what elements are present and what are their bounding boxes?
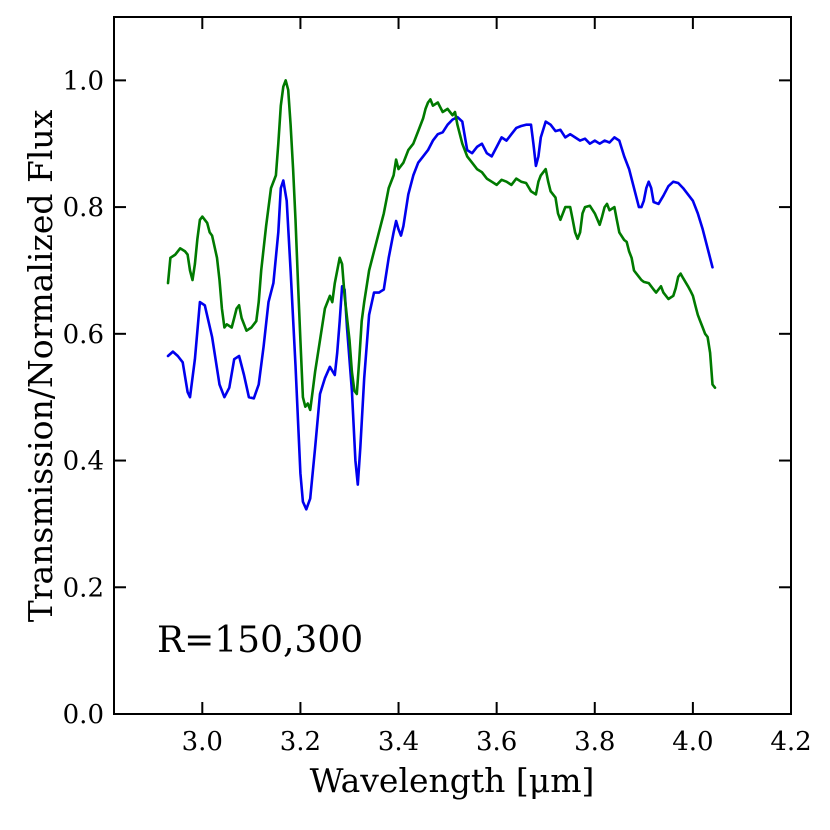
y-tick-label: 0.0 [63, 700, 104, 730]
x-tick-label: 3.6 [476, 727, 517, 757]
x-tick-label: 3.4 [378, 727, 419, 757]
x-tick-label: 3.0 [182, 727, 223, 757]
x-tick-label: 3.2 [280, 727, 321, 757]
x-tick-label: 4.2 [770, 727, 811, 757]
x-tick-label: 4.0 [672, 727, 713, 757]
y-tick-label: 0.6 [63, 320, 104, 350]
y-axis-title: Transmission/Normalized Flux [21, 109, 60, 622]
series-layer [166, 79, 717, 511]
series-line-green [166, 79, 717, 412]
plot-frame [113, 16, 792, 715]
y-tick-label: 0.8 [63, 193, 104, 223]
y-tick-label: 0.2 [63, 573, 104, 603]
x-axis-title: Wavelength [μm] [310, 761, 595, 800]
series-line-blue [166, 115, 714, 511]
tick-labels-layer: 3.0 3.2 3.4 3.6 3.8 4.0 4.2 0.0 0.2 0.4 0.6 0.8 1.0 [63, 66, 812, 757]
y-tick-label: 0.4 [63, 447, 104, 477]
x-tick-label: 3.8 [574, 727, 615, 757]
y-tick-label: 1.0 [63, 66, 104, 96]
resolution-annotation: R=150,300 [157, 620, 363, 661]
